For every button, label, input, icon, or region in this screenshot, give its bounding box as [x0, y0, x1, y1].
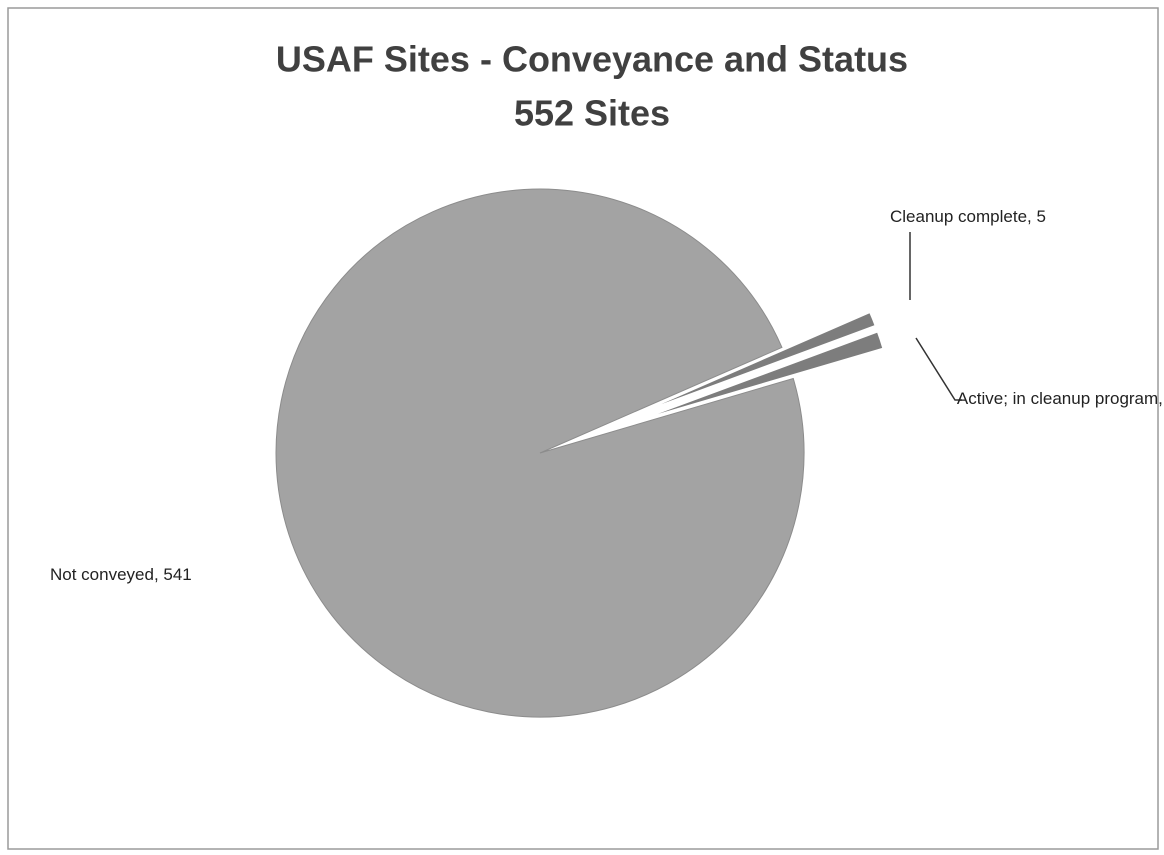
- data-label: Cleanup complete, 5: [890, 207, 1046, 226]
- data-label: Active; in cleanup program, 6: [956, 389, 1164, 408]
- data-label: Not conveyed, 541: [50, 565, 192, 584]
- pie-slice: [627, 310, 877, 419]
- pie: [275, 188, 885, 718]
- pie-slice: [629, 330, 885, 425]
- leader-line: [915, 337, 962, 401]
- chart-title: USAF Sites - Conveyance and Status: [276, 39, 908, 80]
- pie-slice: [275, 188, 805, 718]
- chart-subtitle: 552 Sites: [514, 93, 670, 134]
